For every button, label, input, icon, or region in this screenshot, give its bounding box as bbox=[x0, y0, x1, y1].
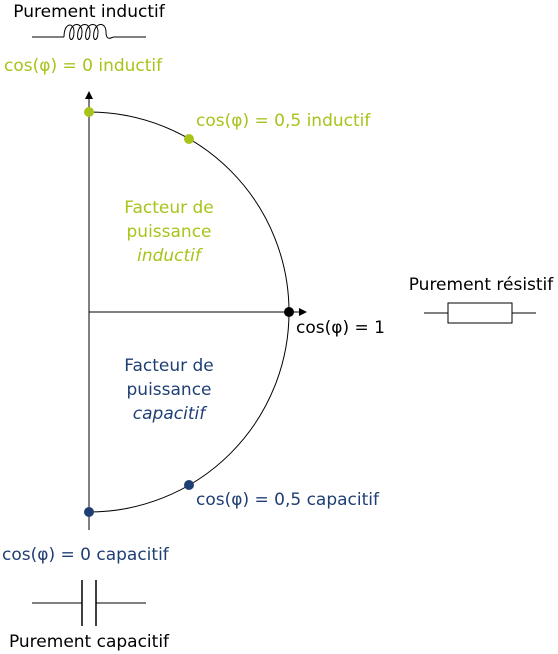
region-label: puissance bbox=[127, 380, 212, 400]
inductor-symbol bbox=[32, 24, 146, 40]
resistor-symbol bbox=[424, 302, 536, 324]
point bbox=[284, 307, 294, 317]
point bbox=[84, 507, 94, 517]
region-label: Facteur de bbox=[124, 356, 214, 376]
title-capacitive: Purement capacitif bbox=[9, 632, 170, 652]
point bbox=[184, 134, 194, 144]
point bbox=[84, 107, 94, 117]
point bbox=[184, 480, 194, 490]
point-label: cos(φ) = 0,5 capacitif bbox=[196, 490, 380, 510]
capacitor-symbol bbox=[32, 580, 146, 626]
point-label: cos(φ) = 0 capacitif bbox=[2, 545, 170, 565]
region-label: Facteur de bbox=[124, 198, 214, 218]
point-label: cos(φ) = 0 inductif bbox=[4, 56, 163, 76]
region-label: puissance bbox=[127, 222, 212, 242]
region-label: inductif bbox=[137, 246, 204, 266]
title-resistive: Purement résistif bbox=[409, 275, 555, 295]
point-label: cos(φ) = 0,5 inductif bbox=[196, 111, 371, 131]
region-label: capacitif bbox=[133, 404, 208, 424]
title-inductive: Purement inductif bbox=[13, 2, 165, 22]
point-label: cos(φ) = 1 bbox=[296, 318, 385, 338]
